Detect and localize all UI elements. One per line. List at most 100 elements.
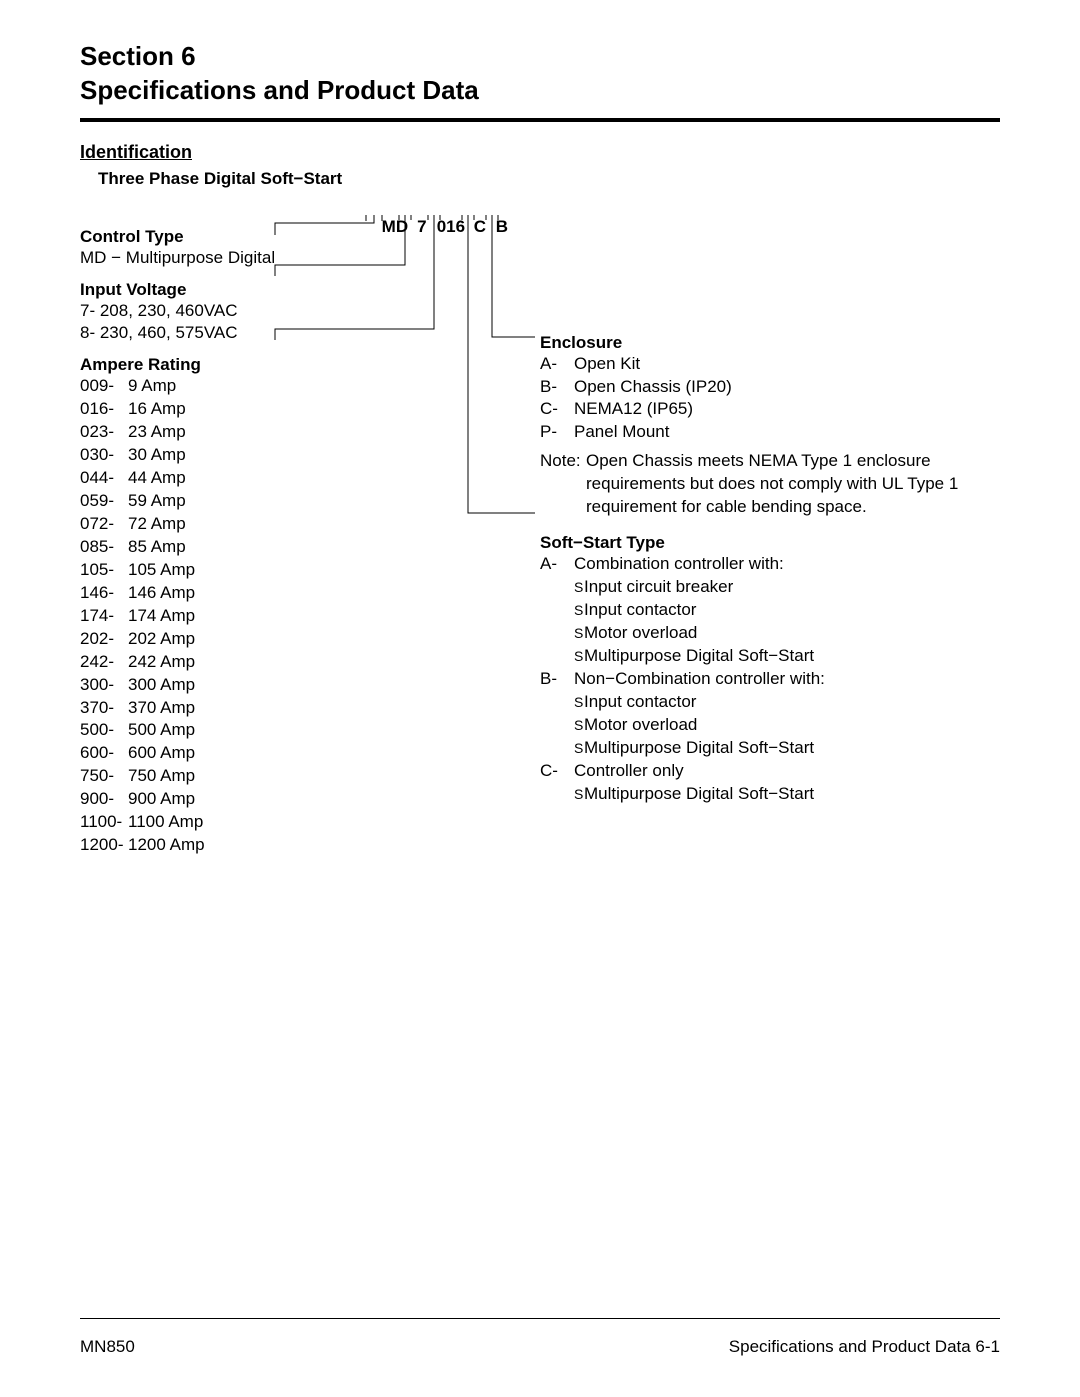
- ampere-code: 202-: [80, 628, 128, 651]
- ampere-code: 146-: [80, 582, 128, 605]
- ampere-value: 202 Amp: [128, 628, 195, 651]
- ampere-code: 300-: [80, 674, 128, 697]
- ampere-row: 085-85 Amp: [80, 536, 420, 559]
- ampere-value: 600 Amp: [128, 742, 195, 765]
- bullet-s: S: [574, 739, 584, 758]
- soft-start-sub: SMultipurpose Digital Soft−Start: [574, 737, 980, 760]
- ampere-row: 900-900 Amp: [80, 788, 420, 811]
- enclosure-title: Enclosure: [540, 333, 980, 353]
- ampere-row: 174-174 Amp: [80, 605, 420, 628]
- soft-start-sub: SMultipurpose Digital Soft−Start: [574, 645, 980, 668]
- ampere-row: 1200-1200 Amp: [80, 834, 420, 857]
- control-type-block: Control Type MD − Multipurpose Digital: [80, 227, 420, 270]
- soft-start-text: Combination controller with:: [574, 553, 980, 576]
- soft-start-code: C-: [540, 760, 574, 783]
- divider-thin: [80, 1318, 1000, 1319]
- enclosure-row: C-NEMA12 (IP65): [540, 398, 980, 421]
- enclosure-code: A-: [540, 353, 574, 376]
- control-type-line: MD − Multipurpose Digital: [80, 247, 420, 270]
- bullet-s: S: [574, 601, 584, 620]
- enclosure-text: Open Chassis (IP20): [574, 376, 980, 399]
- ampere-code: 600-: [80, 742, 128, 765]
- note-text: Open Chassis meets NEMA Type 1 enclosure…: [586, 450, 980, 519]
- ampere-value: 500 Amp: [128, 719, 195, 742]
- code-p3: 016: [433, 217, 469, 237]
- ampere-rating-title: Ampere Rating: [80, 355, 420, 375]
- footer-left: MN850: [80, 1337, 135, 1357]
- soft-start-row: C-Controller only: [540, 760, 980, 783]
- soft-start-text: Controller only: [574, 760, 980, 783]
- ampere-code: 030-: [80, 444, 128, 467]
- ampere-value: 750 Amp: [128, 765, 195, 788]
- ampere-value: 370 Amp: [128, 697, 195, 720]
- ampere-row: 600-600 Amp: [80, 742, 420, 765]
- ampere-value: 1100 Amp: [128, 811, 203, 834]
- input-voltage-line: 8- 230, 460, 575VAC: [80, 322, 420, 345]
- bullet-s: S: [574, 578, 584, 597]
- input-voltage-line: 7- 208, 230, 460VAC: [80, 300, 420, 323]
- ampere-value: 30 Amp: [128, 444, 186, 467]
- ampere-code: 009-: [80, 375, 128, 398]
- ampere-value: 59 Amp: [128, 490, 186, 513]
- input-voltage-title: Input Voltage: [80, 280, 420, 300]
- ampere-code: 059-: [80, 490, 128, 513]
- soft-start-row: B-Non−Combination controller with:: [540, 668, 980, 691]
- footer: MN850 Specifications and Product Data 6-…: [80, 1318, 1000, 1357]
- left-column: Control Type MD − Multipurpose Digital I…: [80, 227, 420, 868]
- ampere-code: 1200-: [80, 834, 128, 857]
- note-label: Note:: [540, 450, 586, 519]
- ampere-row: 072-72 Amp: [80, 513, 420, 536]
- soft-start-code: A-: [540, 553, 574, 576]
- product-name: Three Phase Digital Soft−Start: [98, 169, 1000, 189]
- soft-start-type-block: Soft−Start Type A-Combination controller…: [540, 533, 980, 805]
- soft-start-sub: SInput contactor: [574, 691, 980, 714]
- soft-start-sub: SMotor overload: [574, 622, 980, 645]
- soft-start-type-title: Soft−Start Type: [540, 533, 980, 553]
- ampere-row: 030-30 Amp: [80, 444, 420, 467]
- bullet-s: S: [574, 716, 584, 735]
- ampere-code: 105-: [80, 559, 128, 582]
- ampere-row: 044-44 Amp: [80, 467, 420, 490]
- soft-start-sub: SMotor overload: [574, 714, 980, 737]
- bullet-s: S: [574, 785, 584, 804]
- enclosure-row: B-Open Chassis (IP20): [540, 376, 980, 399]
- ampere-value: 16 Amp: [128, 398, 186, 421]
- ampere-row: 105-105 Amp: [80, 559, 420, 582]
- footer-right: Specifications and Product Data 6-1: [729, 1337, 1000, 1357]
- enclosure-text: Open Kit: [574, 353, 980, 376]
- ampere-code: 1100-: [80, 811, 128, 834]
- content-area: MD7016CB Control Type MD − Multipurpose …: [80, 197, 1000, 957]
- ampere-code: 174-: [80, 605, 128, 628]
- soft-start-code: B-: [540, 668, 574, 691]
- ampere-row: 750-750 Amp: [80, 765, 420, 788]
- section-line1: Section 6: [80, 40, 1000, 74]
- ampere-code: 023-: [80, 421, 128, 444]
- code-p4: C: [469, 217, 491, 237]
- soft-start-sub: SInput circuit breaker: [574, 576, 980, 599]
- bullet-s: S: [574, 624, 584, 643]
- soft-start-sub: SMultipurpose Digital Soft−Start: [574, 783, 980, 806]
- ampere-row: 202-202 Amp: [80, 628, 420, 651]
- soft-start-text: Non−Combination controller with:: [574, 668, 980, 691]
- ampere-rating-block: Ampere Rating 009-9 Amp016-16 Amp023-23 …: [80, 355, 420, 857]
- identification-heading: Identification: [80, 142, 1000, 163]
- ampere-value: 900 Amp: [128, 788, 195, 811]
- ampere-row: 059-59 Amp: [80, 490, 420, 513]
- enclosure-code: P-: [540, 421, 574, 444]
- ampere-value: 44 Amp: [128, 467, 186, 490]
- ampere-code: 085-: [80, 536, 128, 559]
- enclosure-text: NEMA12 (IP65): [574, 398, 980, 421]
- ampere-code: 242-: [80, 651, 128, 674]
- ampere-code: 900-: [80, 788, 128, 811]
- enclosure-code: B-: [540, 376, 574, 399]
- ampere-code: 370-: [80, 697, 128, 720]
- ampere-row: 146-146 Amp: [80, 582, 420, 605]
- ampere-value: 9 Amp: [128, 375, 176, 398]
- ampere-value: 72 Amp: [128, 513, 186, 536]
- ampere-row: 016-16 Amp: [80, 398, 420, 421]
- ampere-row: 370-370 Amp: [80, 697, 420, 720]
- ampere-value: 242 Amp: [128, 651, 195, 674]
- ampere-value: 174 Amp: [128, 605, 195, 628]
- ampere-code: 500-: [80, 719, 128, 742]
- bullet-s: S: [574, 693, 584, 712]
